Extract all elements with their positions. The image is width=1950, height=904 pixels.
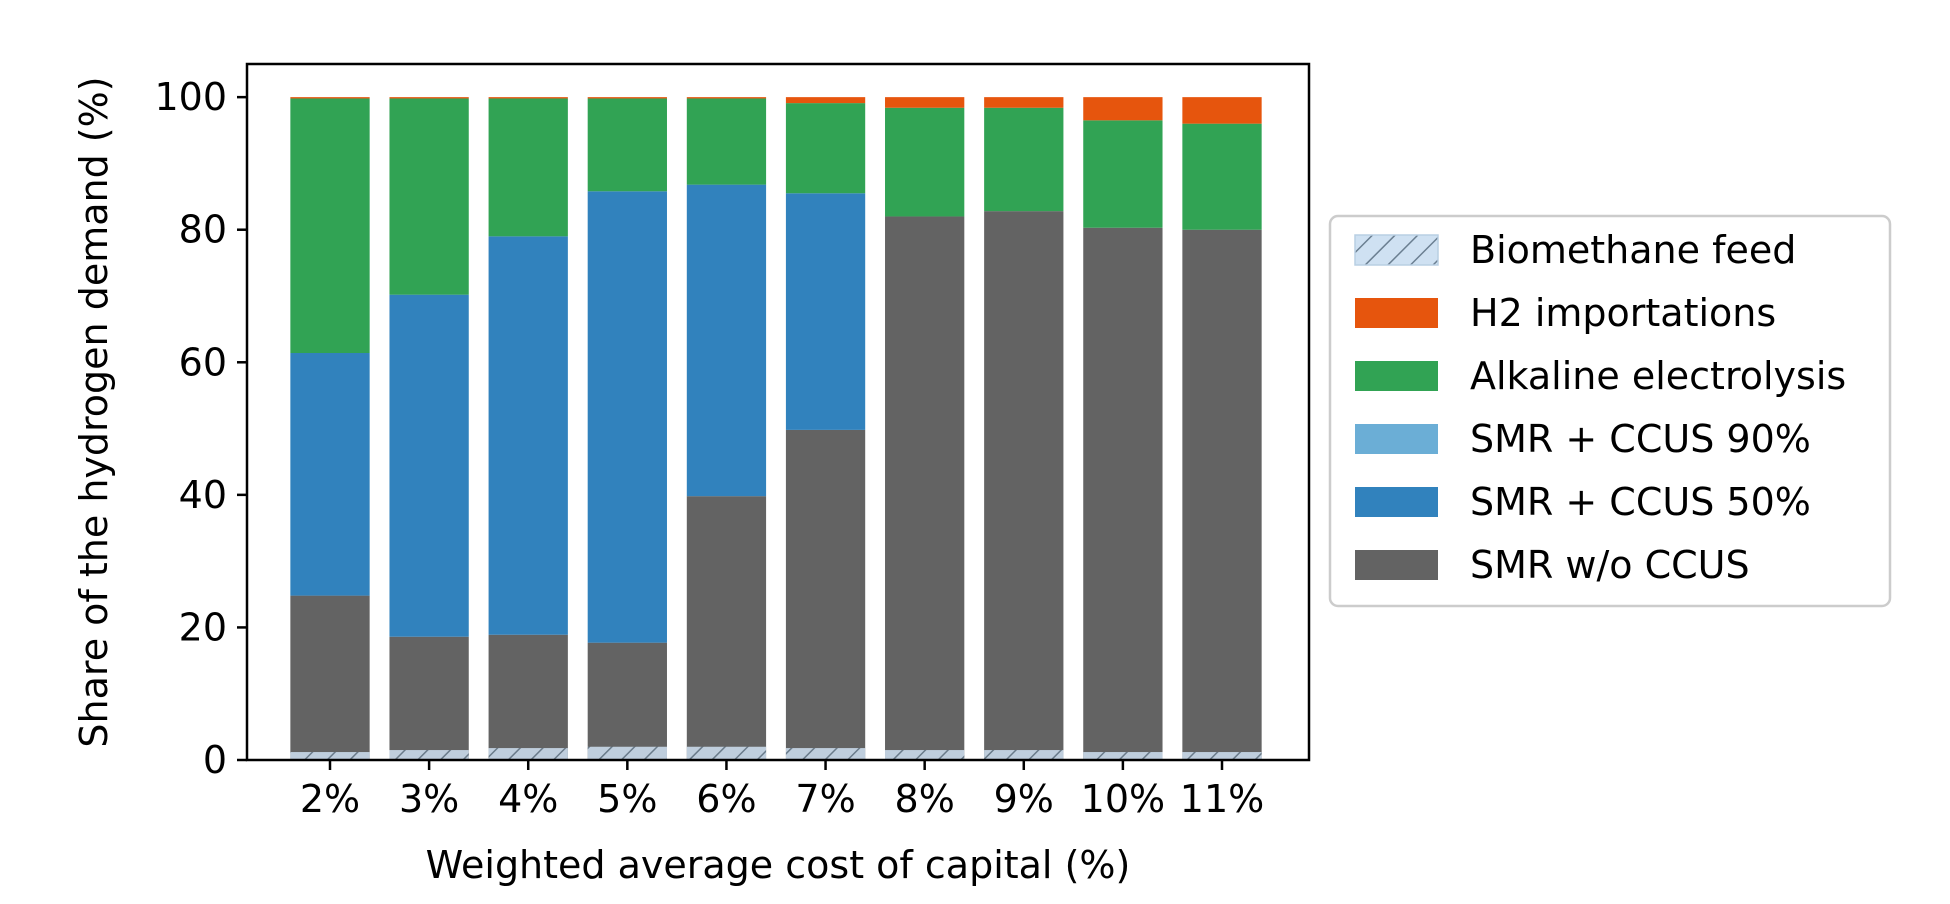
bar-segment-1-0 xyxy=(290,353,370,596)
legend-label-3: SMR + CCUS 90% xyxy=(1470,417,1811,461)
bar-segment-4-7 xyxy=(984,97,1064,108)
bar-segment-0-9 xyxy=(1182,229,1262,760)
y-axis-label: Share of the hydrogen demand (%) xyxy=(72,76,116,747)
bar-segment-1-2 xyxy=(488,236,568,635)
biomethane-overlay-6 xyxy=(885,750,965,760)
legend-swatch-1 xyxy=(1355,298,1438,328)
plot-frame xyxy=(245,62,1311,762)
bar-segment-3-8 xyxy=(1083,120,1163,228)
bar-segment-3-0 xyxy=(290,98,370,354)
y-tick-label-1: 20 xyxy=(179,605,227,649)
biomethane-overlay-3 xyxy=(587,746,667,760)
bar-segment-1-1 xyxy=(389,294,469,637)
legend-label-2: Alkaline electrolysis xyxy=(1470,354,1846,398)
biomethane-overlay-5 xyxy=(785,748,866,760)
x-tick-label-4: 6% xyxy=(696,777,756,821)
bar-segment-3-1 xyxy=(389,98,469,295)
y-tick-label-0: 0 xyxy=(203,738,227,782)
bar-segment-4-1 xyxy=(389,97,469,99)
bar-segment-0-2 xyxy=(488,634,568,760)
x-axis: 2% 3% 4% 5% 6% 7% 8% 9% 10% 11% xyxy=(300,760,1264,821)
x-tick-label-8: 10% xyxy=(1081,777,1165,821)
x-tick-label-1: 3% xyxy=(399,777,459,821)
biomethane-overlay-8 xyxy=(1083,752,1163,760)
bar-segment-0-3 xyxy=(587,642,667,760)
bar-segment-3-6 xyxy=(885,107,965,217)
x-tick-label-9: 11% xyxy=(1180,777,1264,821)
bar-segment-0-1 xyxy=(389,636,469,760)
x-tick-label-3: 5% xyxy=(597,777,657,821)
legend-label-1: H2 importations xyxy=(1470,291,1776,335)
biomethane-overlay-4 xyxy=(686,746,767,760)
biomethane-overlay-1 xyxy=(389,750,469,760)
bar-segment-3-9 xyxy=(1182,123,1262,230)
bar-segment-4-9 xyxy=(1182,97,1262,124)
y-tick-label-2: 40 xyxy=(179,473,227,517)
x-tick-label-7: 9% xyxy=(994,777,1054,821)
bar-segment-3-5 xyxy=(785,103,866,194)
legend-frame xyxy=(1328,214,1892,608)
bars-layer xyxy=(290,97,1262,761)
legend: Biomethane feed H2 importations Alkaline e… xyxy=(1328,214,1892,608)
bar-segment-4-8 xyxy=(1083,97,1163,121)
bar-segment-4-3 xyxy=(587,97,667,99)
bar-segment-4-4 xyxy=(686,97,767,99)
bar-segment-4-6 xyxy=(885,97,965,108)
x-tick-label-0: 2% xyxy=(300,777,360,821)
bar-segment-0-8 xyxy=(1083,227,1163,761)
biomethane-overlay-7 xyxy=(984,750,1064,760)
x-axis-label: Weighted average cost of capital (%) xyxy=(426,843,1131,887)
bar-segment-4-0 xyxy=(290,97,370,99)
bar-segment-0-5 xyxy=(785,429,866,760)
bar-segment-4-2 xyxy=(488,97,568,99)
legend-swatch-2 xyxy=(1355,361,1438,391)
x-tick-label-2: 4% xyxy=(498,777,558,821)
bar-segment-3-3 xyxy=(587,98,667,192)
legend-swatch-4 xyxy=(1355,487,1438,517)
y-tick-label-4: 80 xyxy=(179,208,227,252)
y-axis: 0 20 40 60 80 100 xyxy=(154,75,247,782)
bar-segment-1-4 xyxy=(686,184,767,497)
biomethane-overlay-2 xyxy=(488,748,568,760)
legend-swatch-3 xyxy=(1355,424,1438,454)
bar-segment-1-5 xyxy=(785,193,866,430)
legend-label-0: Biomethane feed xyxy=(1470,228,1796,272)
y-tick-label-5: 100 xyxy=(154,75,227,119)
bar-segment-0-7 xyxy=(984,211,1064,760)
y-tick-label-3: 60 xyxy=(179,340,227,384)
bar-segment-1-3 xyxy=(587,191,667,643)
biomethane-overlay-0 xyxy=(290,752,370,760)
bar-segment-3-2 xyxy=(488,98,568,237)
legend-label-4: SMR + CCUS 50% xyxy=(1470,480,1811,524)
legend-swatch-5 xyxy=(1355,550,1438,580)
legend-swatch-0 xyxy=(1354,234,1439,266)
bar-segment-0-6 xyxy=(885,216,965,760)
bar-segment-3-7 xyxy=(984,107,1064,212)
x-tick-label-6: 8% xyxy=(895,777,955,821)
bar-segment-0-4 xyxy=(686,496,767,760)
biomethane-overlay-9 xyxy=(1182,752,1262,760)
bar-segment-0-0 xyxy=(290,595,370,760)
bar-segment-3-4 xyxy=(686,98,767,185)
x-tick-label-5: 7% xyxy=(795,777,855,821)
bar-segment-4-5 xyxy=(785,97,866,104)
legend-label-5: SMR w/o CCUS xyxy=(1470,543,1750,587)
